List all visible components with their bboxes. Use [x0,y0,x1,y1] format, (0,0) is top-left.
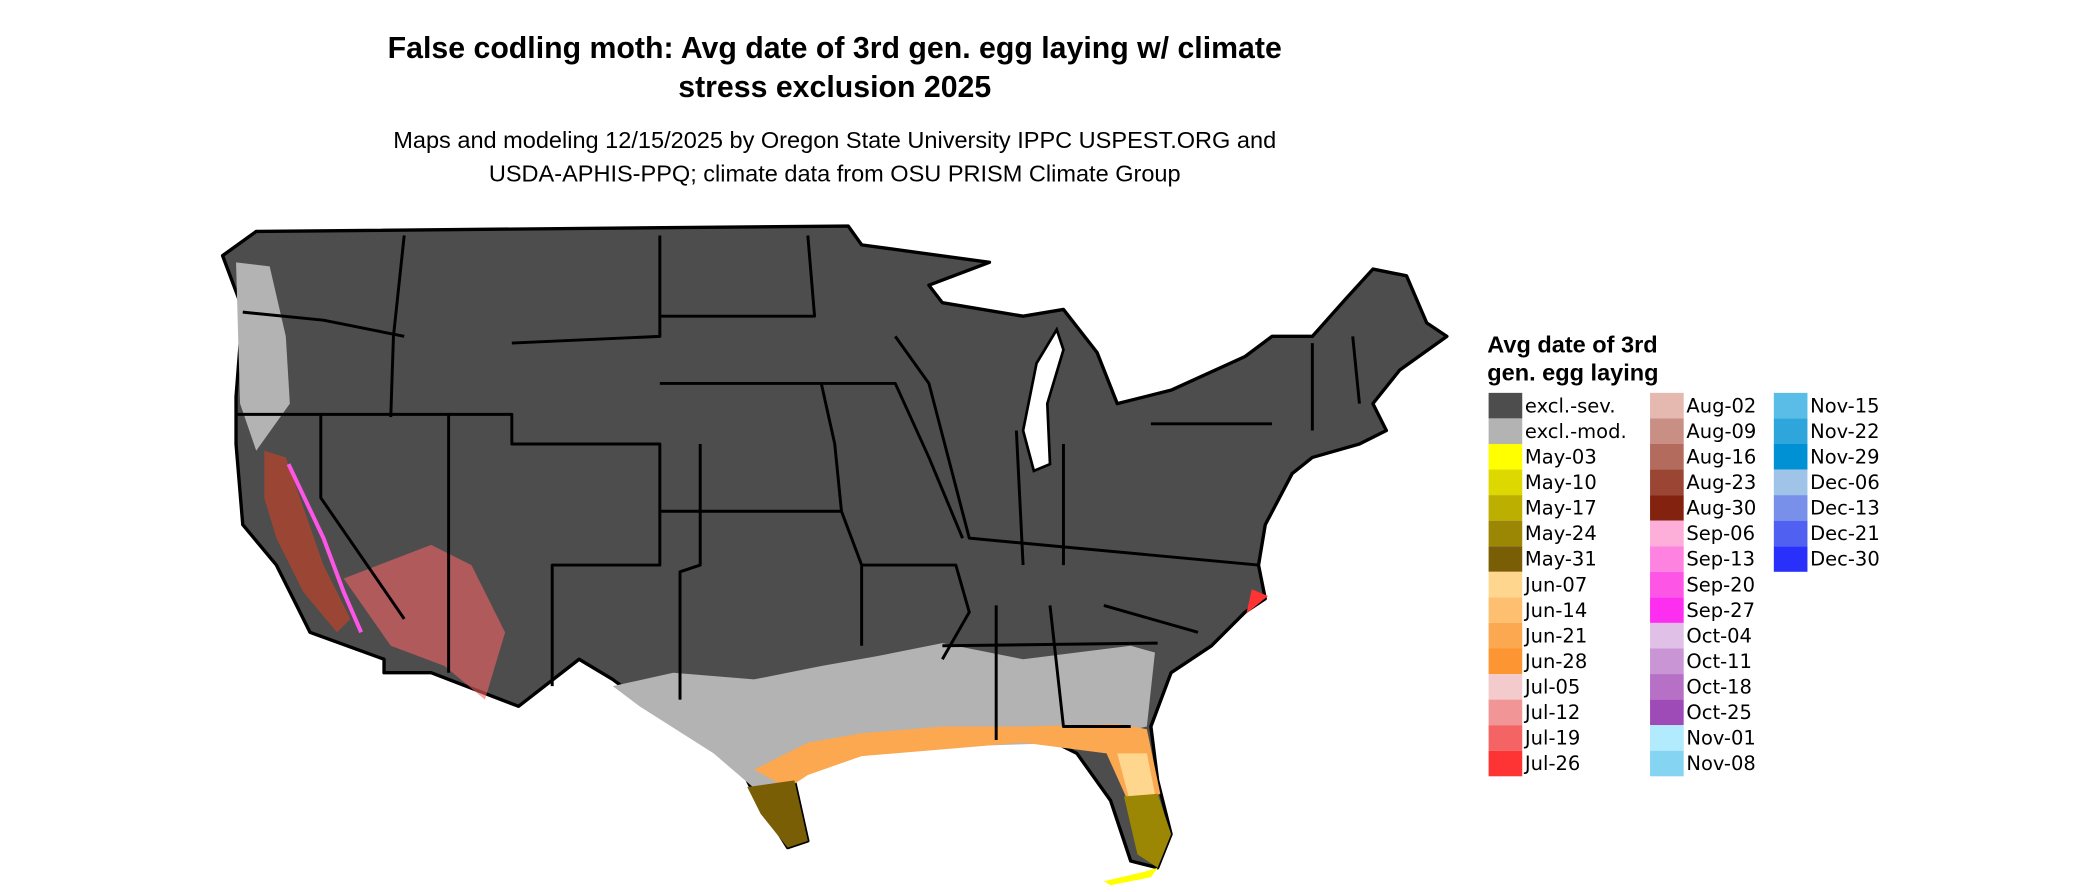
legend-swatch [1488,495,1523,521]
legend-title-line1: Avg date of 3rd [1487,331,1657,357]
legend-title-line2: gen. egg laying [1487,360,1658,386]
legend-swatch [1650,597,1684,623]
legend-label: Aug-16 [1686,445,1756,468]
region-aug-california [264,450,351,633]
legend-swatch [1650,546,1684,572]
legend-label: excl.-sev. [1525,394,1616,417]
legend-label: Sep-06 [1686,522,1755,545]
legend-label: Jun-21 [1523,624,1587,647]
legend-swatch [1650,469,1684,496]
legend-swatch [1650,725,1684,751]
legend-label: Jun-28 [1523,650,1587,673]
legend-swatch [1650,495,1684,521]
legend-label: Dec-13 [1810,497,1880,520]
legend-swatch [1650,750,1684,777]
legend-label: Nov-15 [1810,394,1879,417]
legend-label: Aug-09 [1686,420,1756,443]
legend-swatch [1488,443,1523,470]
legend-label: May-17 [1525,497,1597,520]
legend-label: Jul-05 [1523,676,1580,699]
legend-swatch [1488,392,1523,419]
legend-label: Oct-04 [1686,624,1752,647]
region-sep-california-edge [286,463,364,634]
legend-swatch [1488,725,1523,751]
legend-label: Jul-19 [1523,727,1580,750]
legend-label: Nov-01 [1686,727,1755,750]
legend-swatch [1488,622,1523,649]
legend-label: Aug-23 [1686,471,1756,494]
legend-swatch [1488,520,1523,547]
legend-label: Nov-22 [1810,420,1879,443]
legend-swatch [1488,418,1523,444]
legend-swatch [1488,597,1523,623]
legend-swatch [1773,469,1808,496]
region-may-keys [1103,867,1158,886]
map-title-line2: stress exclusion 2025 [678,71,991,104]
us-map [220,224,1449,886]
legend-swatch [1650,392,1684,419]
legend-swatch [1650,443,1684,470]
legend-label: Oct-11 [1686,650,1752,673]
map-title-line1: False codling moth: Avg date of 3rd gen.… [388,32,1282,65]
region-jun-gulf [754,723,1161,808]
lake-michigan [1021,326,1065,473]
legend-label: Dec-21 [1810,522,1880,545]
legend-label: May-24 [1525,522,1597,545]
region-excl-mod-west [236,262,290,451]
us-landmass [220,224,1449,870]
legend-label: Jul-26 [1523,752,1580,775]
legend-swatch [1773,495,1808,521]
map-subtitle-line1: Maps and modeling 12/15/2025 by Oregon S… [393,127,1276,153]
region-may-florida [1123,793,1172,868]
legend-swatch [1650,674,1684,700]
legend-label: Dec-06 [1810,471,1880,494]
legend-swatch [1773,520,1808,547]
legend-swatch [1488,699,1523,726]
legend-label: May-10 [1525,471,1597,494]
legend-label: Jul-12 [1523,701,1580,724]
legend-label: Jun-14 [1523,599,1587,622]
region-excl-mod-gulf [612,643,1155,794]
legend-swatch [1773,418,1808,444]
legend-swatch [1650,622,1684,649]
map-subtitle-line2: USDA-APHIS-PPQ; climate data from OSU PR… [489,161,1181,187]
legend-swatch [1650,520,1684,547]
legend-swatch [1650,571,1684,598]
legend: Avg date of 3rd gen. egg laying excl.-se… [1487,331,1880,777]
legend-swatch [1650,699,1684,726]
region-jul-southwest [343,544,506,700]
legend-label: May-31 [1525,548,1597,571]
legend-label: Sep-27 [1686,599,1755,622]
legend-label: Aug-30 [1686,497,1756,520]
state-borders [236,235,1361,740]
legend-label: Oct-25 [1686,701,1752,724]
legend-swatch [1488,546,1523,572]
legend-label: excl.-mod. [1525,420,1627,443]
legend-swatch [1650,418,1684,444]
legend-label: Nov-08 [1686,752,1755,775]
legend-swatch [1773,392,1808,419]
legend-swatch [1488,750,1523,777]
legend-swatch [1488,469,1523,496]
legend-items: excl.-sev.excl.-mod.May-03May-10May-17Ma… [1488,392,1880,777]
region-jun-florida [1117,753,1155,805]
legend-label: Nov-29 [1810,445,1879,468]
legend-swatch [1488,648,1523,675]
legend-swatch [1488,674,1523,700]
legend-swatch [1773,443,1808,470]
legend-label: Aug-02 [1686,394,1756,417]
legend-swatch [1650,648,1684,675]
region-jul-nc [1246,589,1268,614]
legend-label: Dec-30 [1810,548,1880,571]
legend-label: May-03 [1525,445,1597,468]
legend-label: Oct-18 [1686,676,1752,699]
legend-label: Sep-20 [1686,573,1755,596]
legend-label: Jun-07 [1523,573,1587,596]
legend-swatch [1488,571,1523,598]
legend-swatch [1773,546,1808,572]
legend-label: Sep-13 [1686,548,1755,571]
region-may-texas [747,780,808,848]
